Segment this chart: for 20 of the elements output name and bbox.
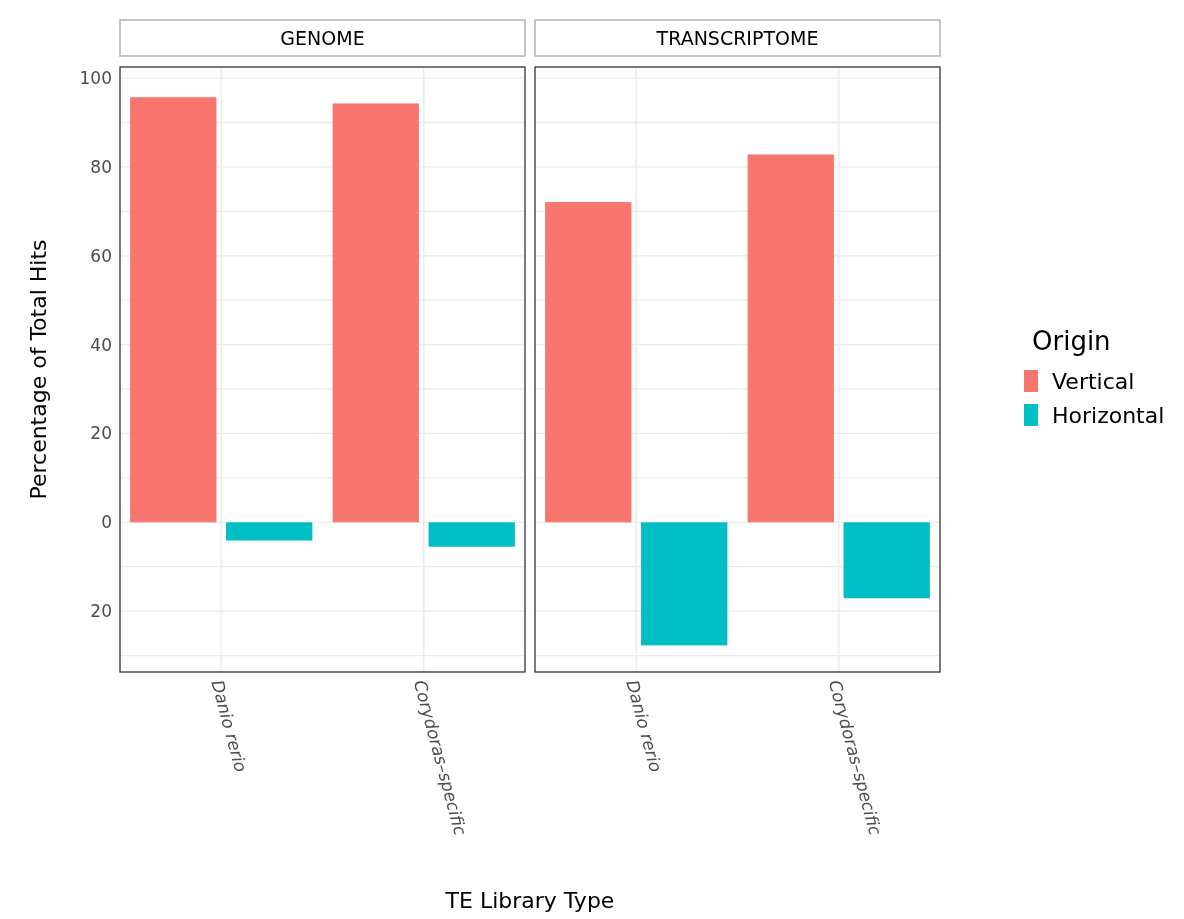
y-tick-label: 40 <box>90 334 112 355</box>
chart-title: TRANSCRIPTOME <box>655 27 819 49</box>
bar <box>226 522 313 541</box>
y-axis-title: Percentage of Total Hits <box>26 239 51 500</box>
x-tick-label: Danio rerio <box>207 677 252 775</box>
bar <box>332 103 419 523</box>
x-axis-title: TE Library Type <box>444 888 615 913</box>
legend-title: Origin <box>1032 326 1111 356</box>
y-tick-label: 60 <box>90 245 112 266</box>
bar <box>130 97 217 523</box>
chart-title: GENOME <box>280 27 365 49</box>
y-tick-label: 80 <box>90 156 112 177</box>
bar <box>428 522 515 547</box>
y-tick-label: 0 <box>101 512 112 533</box>
legend-label: Vertical <box>1052 368 1135 394</box>
x-tick-label: Danio rerio <box>622 677 667 775</box>
y-tick-label: 20 <box>90 601 112 622</box>
legend-label: Horizontal <box>1052 402 1165 428</box>
y-tick-label: 20 <box>90 423 112 444</box>
y-tick-label: 100 <box>79 68 112 89</box>
